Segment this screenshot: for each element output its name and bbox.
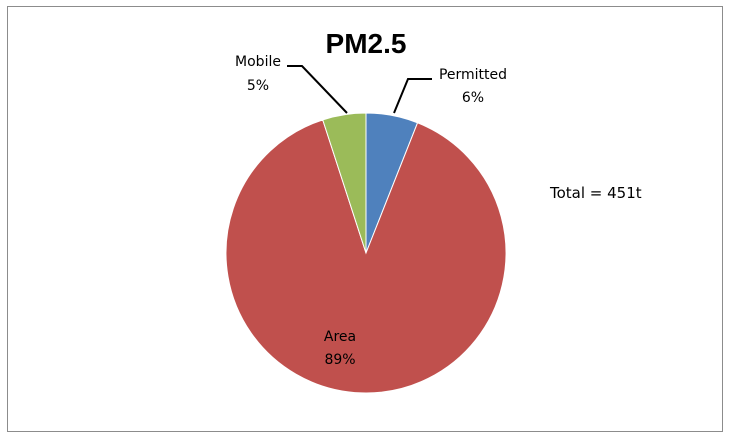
leader-lines (287, 65, 432, 114)
slice-label-value-permitted: 6% (462, 90, 484, 106)
leader-line-mobile (287, 65, 348, 114)
slice-labels: Permitted 6% Area 89% Mobile 5% (235, 54, 507, 368)
leader-line-permitted (393, 78, 432, 114)
pie-slice-area (225, 119, 507, 394)
pie-slices (225, 112, 507, 394)
pie-slice-mobile (322, 112, 367, 254)
slice-label-value-mobile: 5% (247, 78, 269, 94)
slice-label-name-area: Area (324, 329, 356, 345)
slice-label-name-permitted: Permitted (439, 67, 507, 83)
total-annotation: Total = 451t (549, 184, 642, 202)
slice-label-name-mobile: Mobile (235, 54, 281, 70)
slice-label-value-area: 89% (324, 352, 355, 368)
chart-title: PM2.5 (326, 28, 407, 59)
